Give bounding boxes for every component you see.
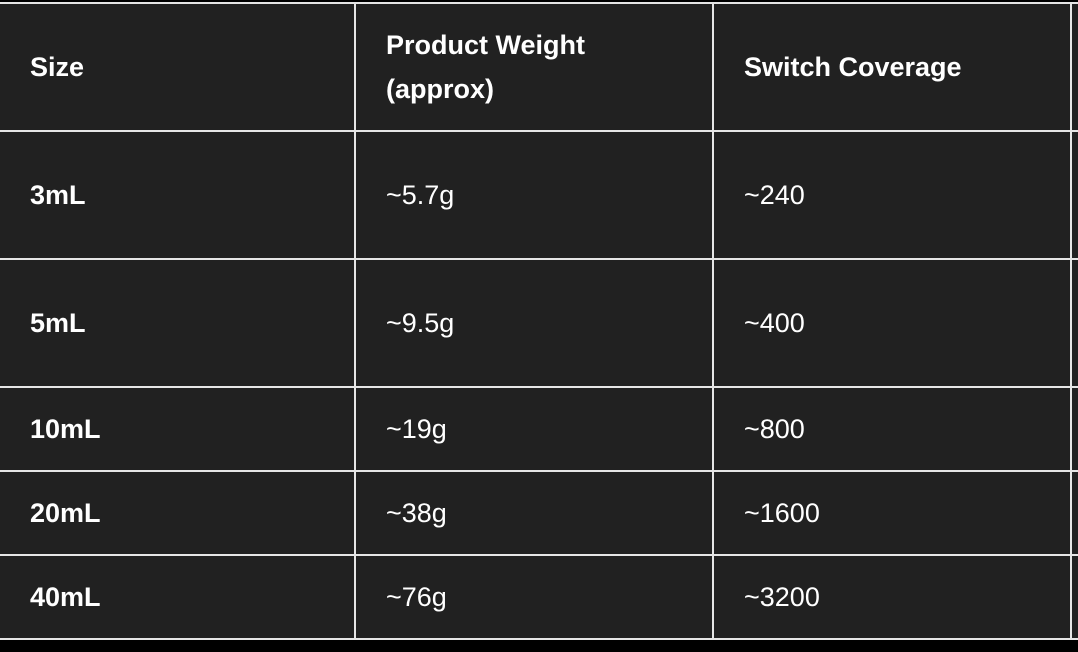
cell-coverage: ~1600 [712,470,1072,556]
table-row: 40mL ~76g ~3200 [0,554,1078,640]
cell-coverage: ~400 [712,258,1072,388]
cell-overflow [1070,258,1078,388]
cell-size: 10mL [0,386,356,472]
cell-weight: ~38g [354,470,714,556]
product-size-table: Size Product Weight (approx) Switch Cove… [0,2,1078,640]
header-product-weight: Product Weight (approx) [354,2,714,132]
cell-weight: ~9.5g [354,258,714,388]
cell-weight: ~19g [354,386,714,472]
cell-overflow [1070,470,1078,556]
cell-overflow [1070,386,1078,472]
table-row: 20mL ~38g ~1600 [0,470,1078,556]
cell-coverage: ~240 [712,130,1072,260]
header-switch-coverage: Switch Coverage [712,2,1072,132]
cell-size: 40mL [0,554,356,640]
header-size: Size [0,2,356,132]
cell-size: 20mL [0,470,356,556]
cell-overflow [1070,130,1078,260]
cell-size: 5mL [0,258,356,388]
table-header-row: Size Product Weight (approx) Switch Cove… [0,2,1078,132]
header-overflow-column [1070,2,1078,132]
cell-size: 3mL [0,130,356,260]
cell-coverage: ~800 [712,386,1072,472]
cell-overflow [1070,554,1078,640]
table-row: 10mL ~19g ~800 [0,386,1078,472]
table-row: 5mL ~9.5g ~400 [0,258,1078,388]
cell-coverage: ~3200 [712,554,1072,640]
cell-weight: ~5.7g [354,130,714,260]
table-row: 3mL ~5.7g ~240 [0,130,1078,260]
cell-weight: ~76g [354,554,714,640]
